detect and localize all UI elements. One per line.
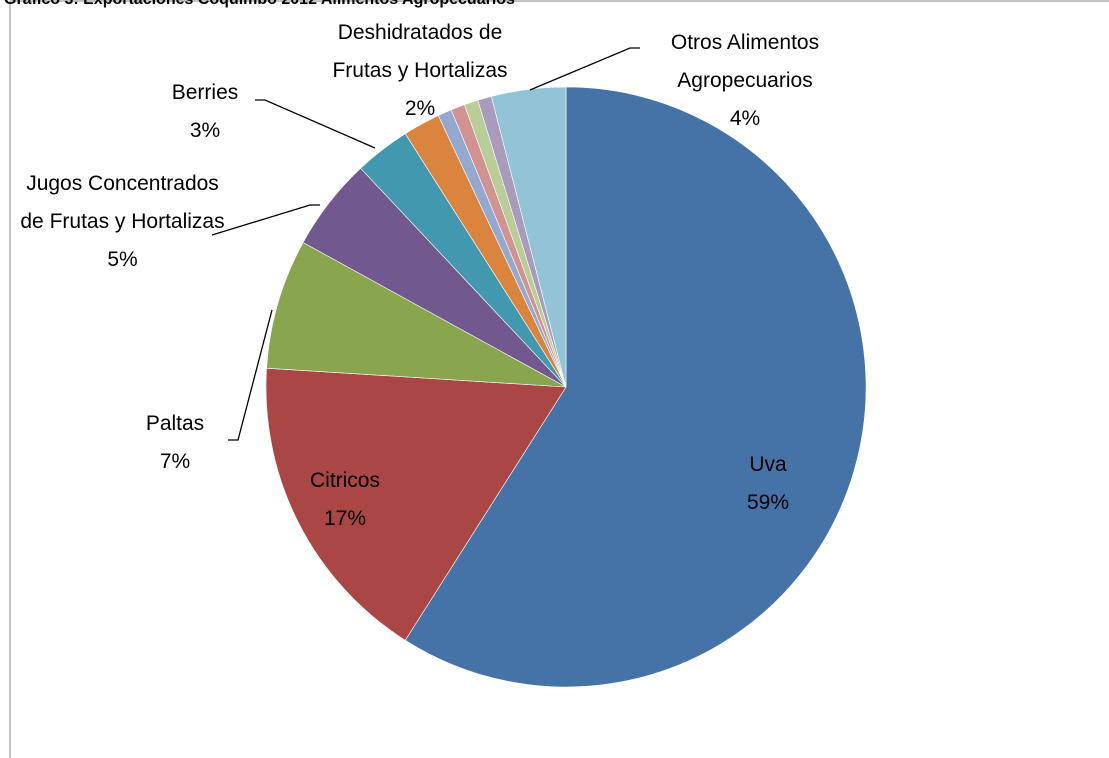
pie-slice [265, 367, 567, 641]
category: Jugos Concentrados de Frutas y Hortaliza… [20, 172, 225, 233]
slice-label: Uva 59% [688, 446, 848, 522]
pie-slice [491, 86, 567, 388]
percent: 17% [323, 507, 367, 530]
slices [265, 86, 867, 688]
category: Berries [171, 81, 239, 104]
category: Citricos [309, 469, 380, 492]
percent: 5% [107, 248, 138, 271]
percent: 59% [746, 491, 790, 514]
leader-line [228, 309, 273, 441]
leader-line [211, 204, 320, 236]
slice-label: Deshidratados de Frutas y Hortalizas 2% [315, 14, 525, 128]
category: Uva [749, 453, 787, 476]
slice-label: Berries 3% [135, 74, 275, 150]
category: Paltas [145, 412, 205, 435]
percent: 2% [404, 97, 436, 120]
pie-slice [266, 242, 567, 388]
pie-slice [404, 86, 867, 688]
leader-lines [211, 47, 640, 441]
percent: 4% [729, 107, 761, 130]
slice-label: Otros Alimentos Agropecuarios 4% [640, 24, 850, 138]
chart-title: Grafico 3: Exportaciones Coquimbo 2012 A… [4, 0, 515, 9]
category: Deshidratados de Frutas y Hortalizas [332, 21, 508, 82]
slice-label: Jugos Concentrados de Frutas y Hortaliza… [15, 165, 230, 279]
category: Otros Alimentos Agropecuarios [670, 31, 820, 92]
percent: 3% [189, 119, 221, 142]
leader-line [529, 47, 640, 91]
slice-label: Citricos 17% [265, 462, 425, 538]
slice-label: Paltas 7% [110, 405, 240, 481]
percent: 7% [159, 450, 191, 473]
leader-line [255, 99, 376, 149]
